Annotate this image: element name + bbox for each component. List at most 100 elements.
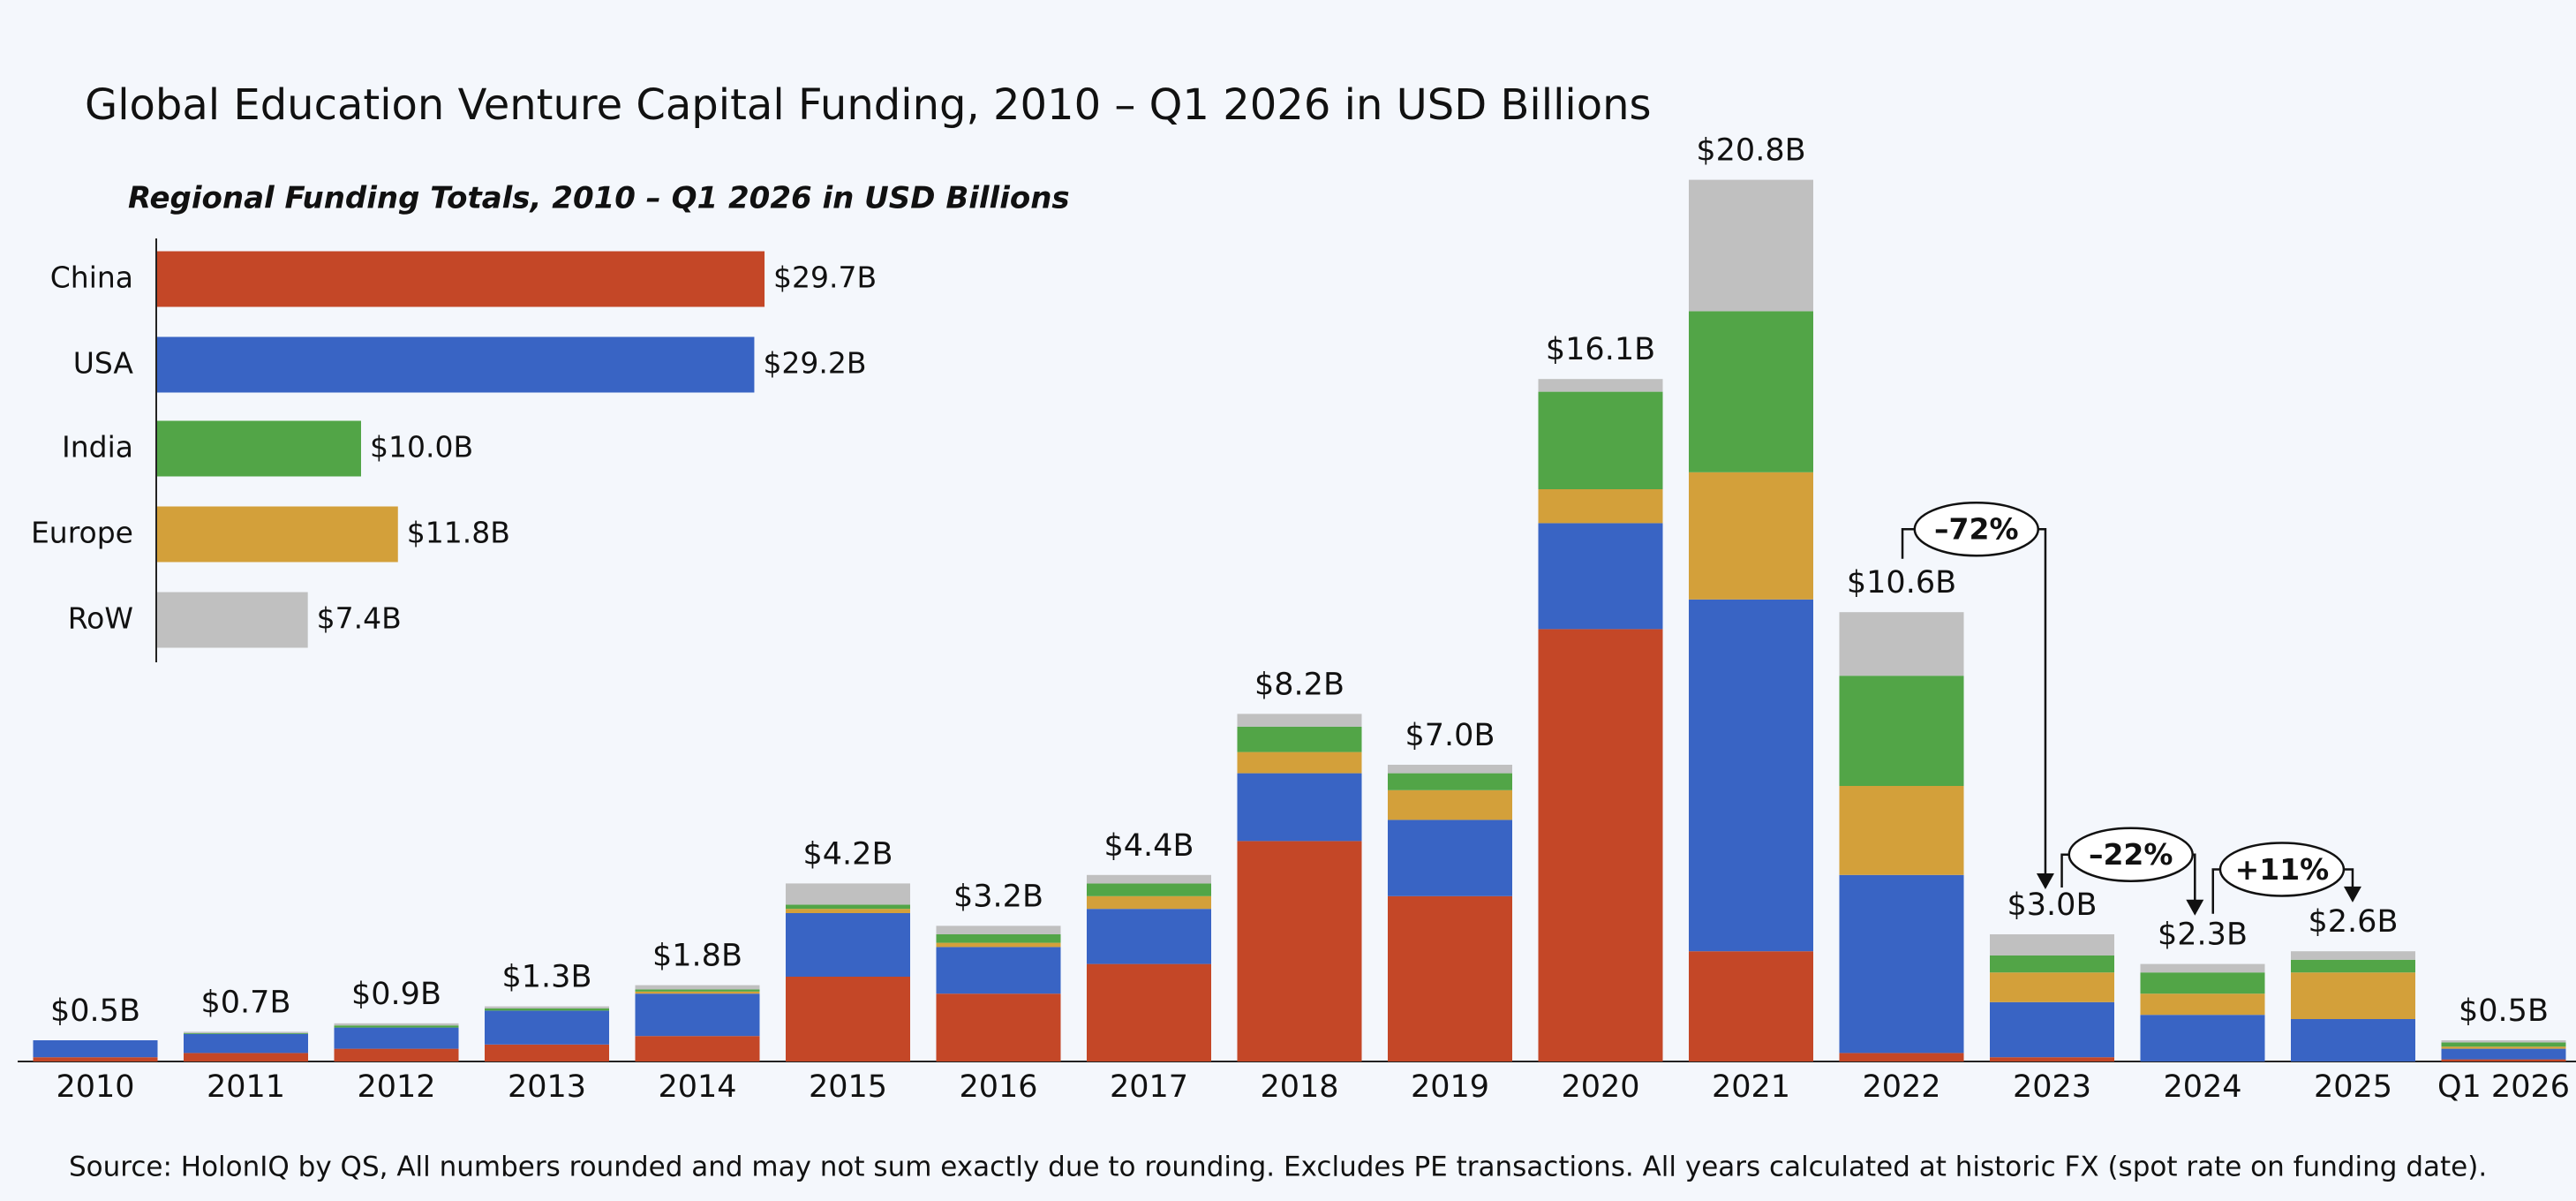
x-tick-label: 2021 (1712, 1069, 1790, 1105)
bar-segment (2291, 959, 2415, 973)
bar-segment (2441, 1048, 2566, 1060)
bar-segment (1990, 1057, 2114, 1061)
bar-segment (1990, 972, 2114, 1002)
value-label: $11.8B (407, 516, 510, 550)
bar-segment (485, 1010, 609, 1045)
total-label: $4.4B (1104, 828, 1194, 864)
bar-segment (33, 1040, 158, 1058)
x-tick-label: 2018 (1260, 1069, 1338, 1105)
bar-segment (936, 947, 1061, 994)
bar (156, 420, 361, 477)
bar-segment (2441, 1040, 2566, 1043)
x-tick-label: 2014 (658, 1069, 736, 1105)
bar-segment (485, 1008, 609, 1011)
bar-segment (1388, 820, 1512, 896)
bar-segment (334, 1048, 459, 1061)
x-tick-label: 2020 (1561, 1069, 1639, 1105)
inset-title: Regional Funding Totals, 2010 – Q1 2026 … (128, 181, 1070, 216)
bar (156, 336, 755, 393)
y-tick-label: China (50, 261, 133, 295)
bar-segment (936, 925, 1061, 934)
bar-segment (936, 942, 1061, 948)
bar-segment (1839, 786, 1964, 875)
bar (156, 251, 765, 307)
annotation-label: –22% (2089, 837, 2173, 872)
bar-segment (1388, 765, 1512, 774)
bar (156, 506, 398, 563)
total-label: $1.3B (502, 960, 592, 995)
bar-segment (2140, 993, 2265, 1016)
bar-segment (2291, 972, 2415, 1019)
bar-segment (334, 1027, 459, 1049)
x-tick-label: 2012 (357, 1069, 435, 1105)
annotation-label: +11% (2235, 852, 2330, 887)
bar-segment (1388, 789, 1512, 820)
bar-segment (1990, 956, 2114, 973)
x-tick-label: 2011 (207, 1069, 285, 1105)
total-label: $0.7B (201, 985, 291, 1020)
bar-segment (2140, 963, 2265, 973)
total-label: $10.6B (1847, 565, 1956, 600)
annotation-label: –72% (1934, 512, 2019, 547)
bar-segment (485, 1006, 609, 1008)
y-tick-label: RoW (68, 601, 133, 636)
bar-segment (635, 1036, 760, 1061)
bar-segment (786, 913, 910, 977)
bar-segment (1839, 676, 1964, 786)
bar-segment (334, 1023, 459, 1026)
bar-segment (1839, 1053, 1964, 1061)
bar-segment (936, 934, 1061, 943)
annotation-arrow (2186, 899, 2204, 916)
total-label: $7.0B (1405, 718, 1495, 753)
bar-segment (635, 991, 760, 994)
bar-segment (936, 993, 1061, 1061)
bar-segment (2441, 1059, 2566, 1061)
bar-segment (2291, 1019, 2415, 1061)
bar-segment (786, 904, 910, 910)
bar-segment (2140, 972, 2265, 994)
x-tick-label: 2013 (508, 1069, 586, 1105)
value-label: $29.2B (763, 346, 866, 381)
bar-segment (1237, 714, 1362, 727)
y-tick-label: India (62, 430, 133, 465)
annotation-arrow (2343, 886, 2361, 903)
bar-segment (1538, 489, 1663, 524)
total-label: $3.0B (2007, 888, 2098, 923)
x-tick-label: 2019 (1411, 1069, 1489, 1105)
bar-segment (184, 1032, 308, 1034)
x-tick-label: 2016 (959, 1069, 1037, 1105)
bar-segment (1237, 752, 1362, 774)
annotation-arrow (2036, 872, 2054, 889)
bar-segment (1689, 179, 1813, 312)
total-label: $4.2B (803, 836, 893, 872)
bar-segment (1538, 523, 1663, 630)
bar-segment (1990, 1001, 2114, 1058)
bar-segment (635, 985, 760, 990)
x-tick-label: 2025 (2314, 1069, 2392, 1105)
bar-segment (786, 883, 910, 905)
bar-segment (1839, 612, 1964, 676)
bar-segment (1087, 883, 1211, 896)
value-label: $10.0B (370, 430, 473, 465)
total-label: $0.9B (351, 977, 441, 1012)
bar-segment (1689, 472, 1813, 600)
bar-segment (1689, 599, 1813, 952)
bar-segment (1237, 773, 1362, 842)
total-label: $20.8B (1696, 133, 1805, 169)
total-label: $1.8B (652, 939, 742, 974)
bar-segment (1087, 909, 1211, 964)
x-tick-label: 2010 (56, 1069, 134, 1105)
value-label: $7.4B (317, 601, 402, 636)
x-tick-label: 2015 (809, 1069, 887, 1105)
total-label: $16.1B (1546, 332, 1655, 367)
bar-segment (33, 1057, 158, 1061)
bar-segment (184, 1031, 308, 1033)
bar-segment (1689, 951, 1813, 1061)
bar-segment (1388, 895, 1512, 1061)
bar-segment (1538, 379, 1663, 392)
bar-segment (2291, 951, 2415, 960)
bar-segment (2441, 1046, 2566, 1049)
annotation-bubble (2068, 827, 2194, 882)
